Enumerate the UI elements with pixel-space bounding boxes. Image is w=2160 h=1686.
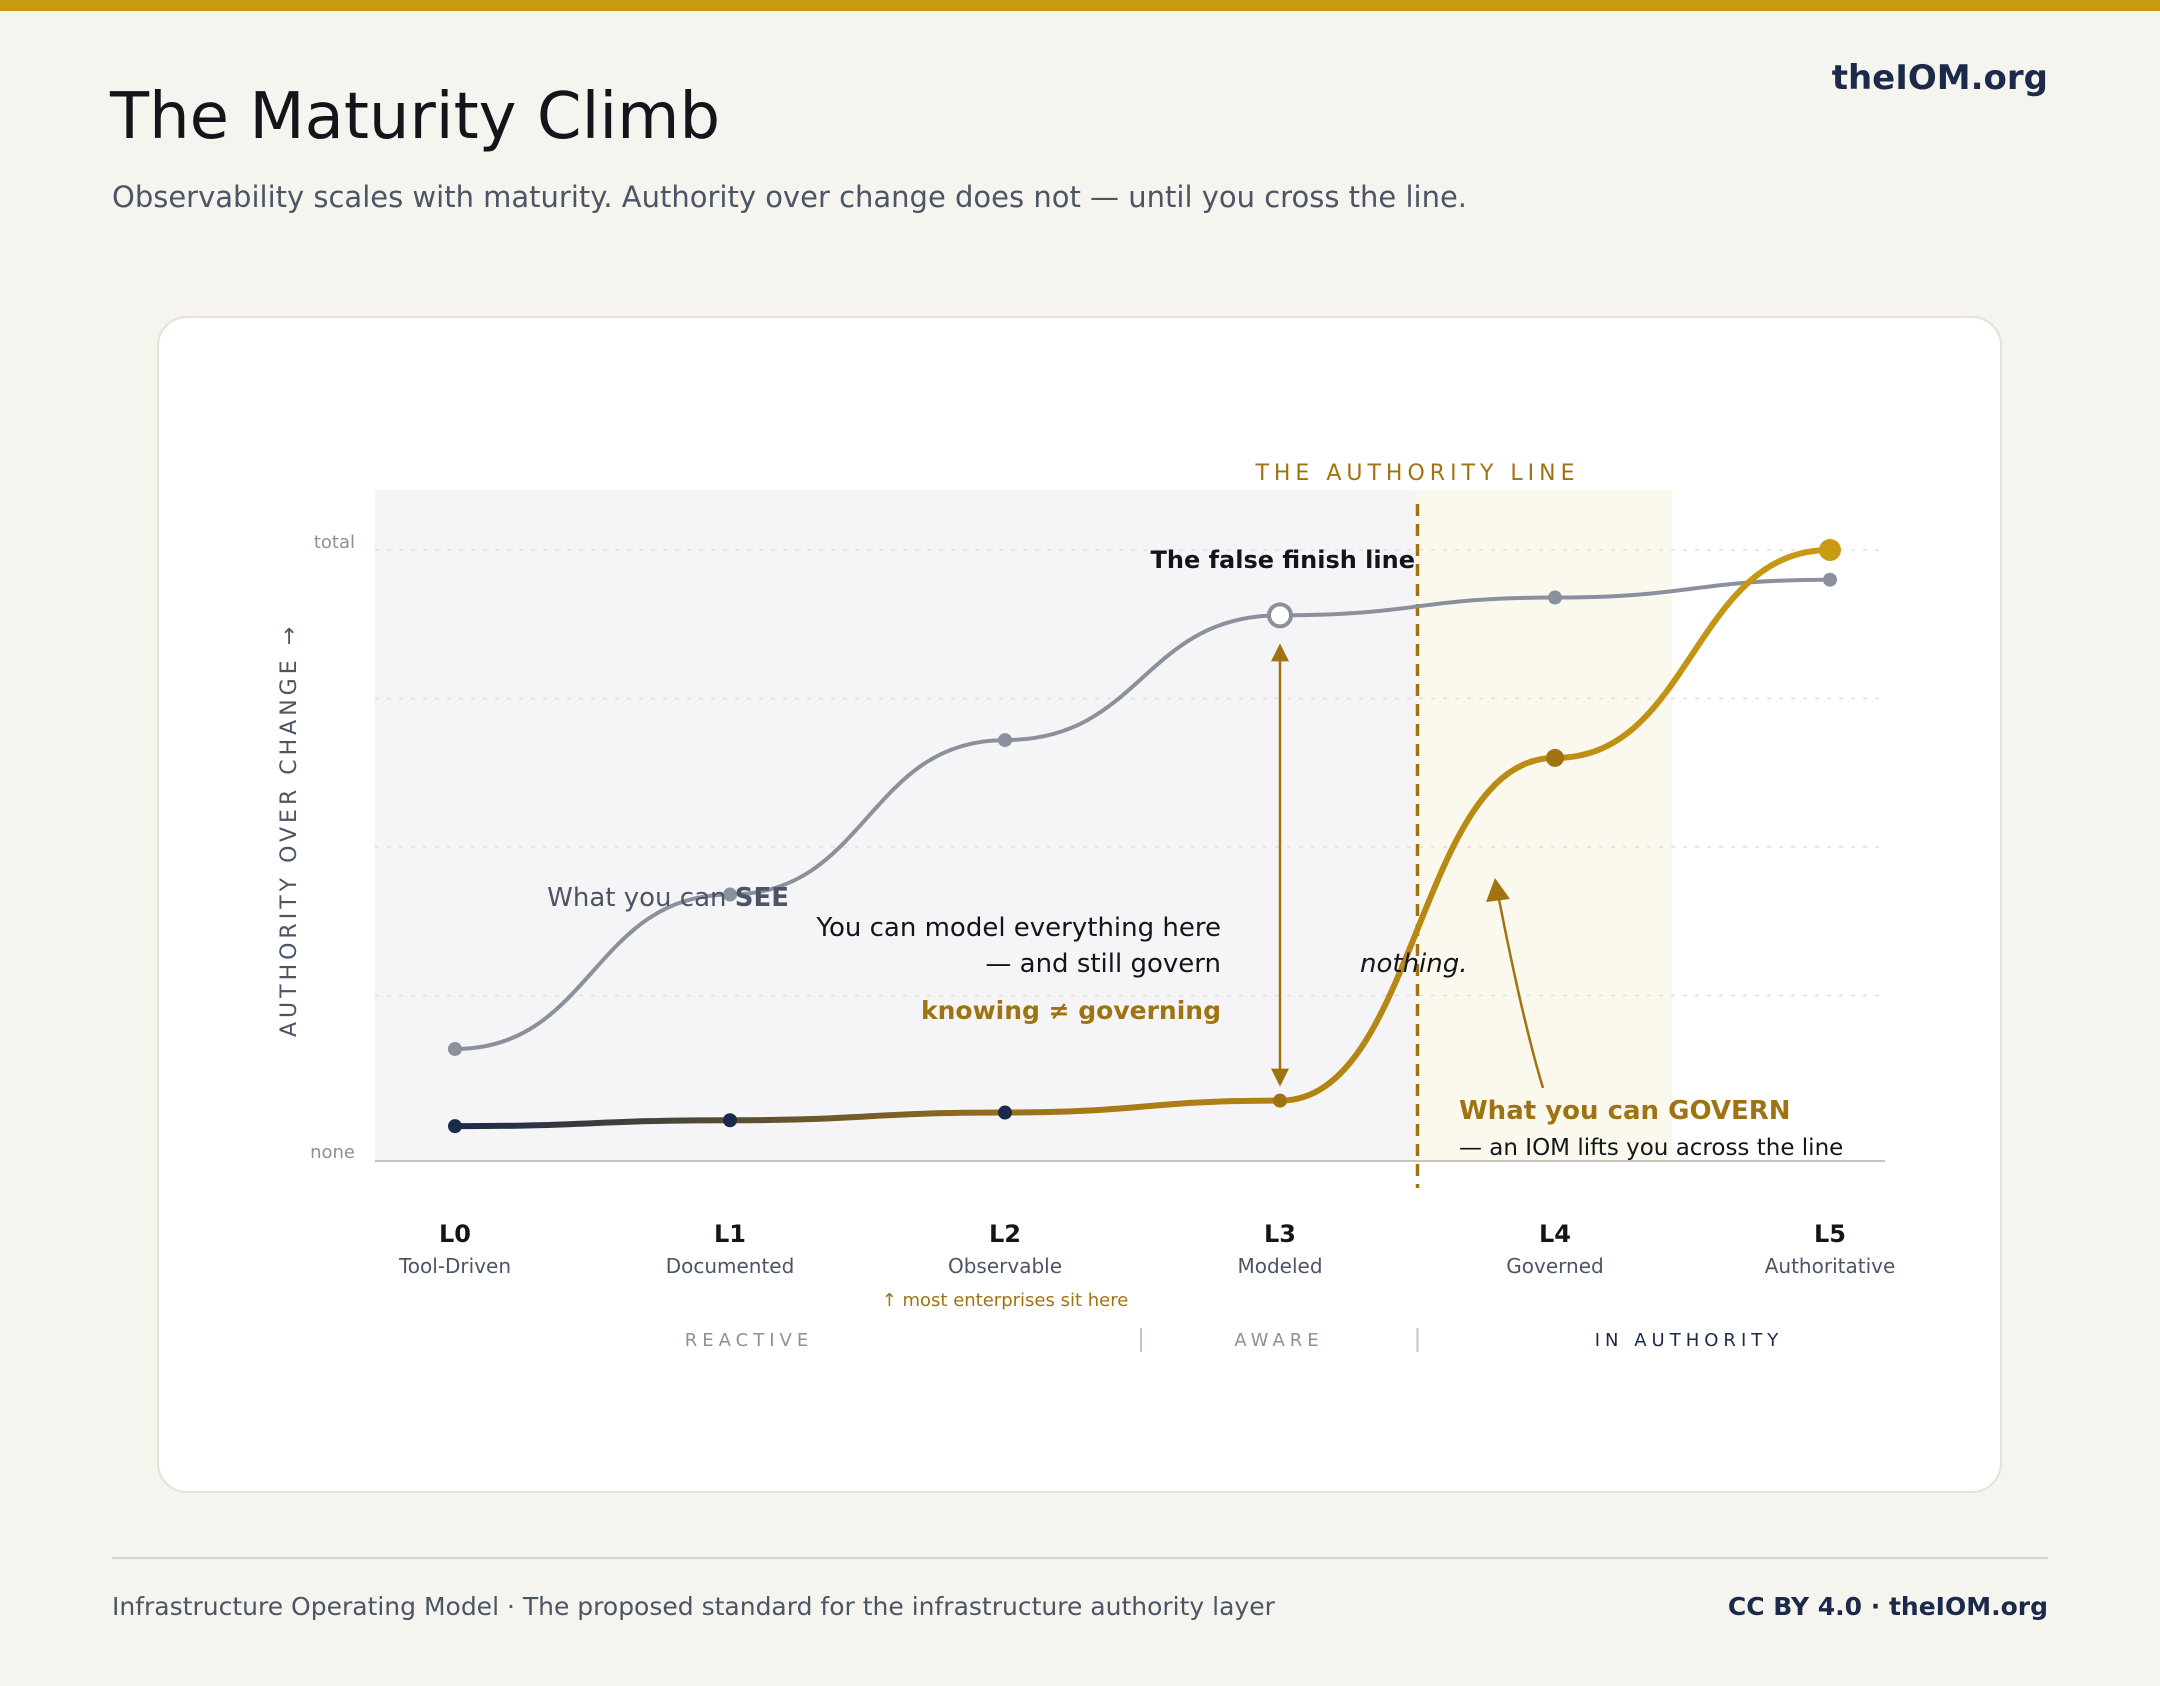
govern-pointer-arrow xyxy=(1496,893,1545,1089)
page-subtitle: Observability scales with maturity. Auth… xyxy=(112,180,1468,214)
x-tick-code-L1: L1 xyxy=(714,1220,746,1248)
point-see-L5 xyxy=(1823,572,1837,587)
series-label-see: What you can SEE xyxy=(547,883,789,913)
point-govern-L4 xyxy=(1546,748,1564,767)
footer-divider xyxy=(112,1557,2048,1559)
footer-description: Infrastructure Operating Model · The pro… xyxy=(112,1592,1275,1621)
authority-line-label: THE AUTHORITY LINE xyxy=(1254,461,1579,486)
knowing-not-governing: knowing ≠ governing xyxy=(921,996,1221,1025)
series-label-see-prefix: What you can xyxy=(547,883,735,913)
y-tick-total: total xyxy=(314,532,355,553)
x-tick-name-L0: Tool-Driven xyxy=(398,1254,511,1278)
x-tick-name-L2: Observable xyxy=(948,1254,1062,1278)
x-tick-name-L3: Modeled xyxy=(1237,1254,1322,1278)
y-tick-none: none xyxy=(310,1142,355,1163)
x-tick-code-L5: L5 xyxy=(1814,1220,1846,1248)
x-tick-name-L5: Authoritative xyxy=(1765,1254,1896,1278)
page-title: The Maturity Climb xyxy=(110,80,721,154)
band-label-0: REACTIVE xyxy=(685,1330,813,1351)
gap-arrow-head-down xyxy=(1271,1068,1289,1087)
series-label-govern-sub: — an IOM lifts you across the line xyxy=(1459,1135,1843,1161)
x-tick-name-L4: Governed xyxy=(1506,1254,1603,1278)
band-label-1: AWARE xyxy=(1234,1330,1323,1351)
x-tick-code-L4: L4 xyxy=(1539,1220,1571,1248)
point-see-L1 xyxy=(723,887,737,902)
series-line-see xyxy=(454,577,1831,1051)
point-see-L0 xyxy=(448,1041,462,1056)
nothing-annotation: nothing. xyxy=(1360,949,1468,979)
series-label-see-bold: SEE xyxy=(735,883,789,913)
false-finish-label: The false finish line xyxy=(1150,546,1415,574)
series-label-govern: What you can GOVERN xyxy=(1459,1096,1791,1126)
model-annotation-line1: You can model everything here xyxy=(816,913,1221,943)
y-axis-label: AUTHORITY OVER CHANGE → xyxy=(277,623,302,1037)
top-accent-bar xyxy=(0,0,2160,11)
x-tick-code-L2: L2 xyxy=(989,1220,1021,1248)
chart-card: THE AUTHORITY LINE total none AUTHORITY OVE… xyxy=(157,316,2002,1493)
x-tick-code-L0: L0 xyxy=(439,1220,471,1248)
maturity-chart: THE AUTHORITY LINE total none AUTHORITY OVE… xyxy=(277,461,1896,1352)
enterprises-annotation: ↑ most enterprises sit here xyxy=(882,1290,1129,1311)
footer-license-link[interactable]: CC BY 4.0 · theIOM.org xyxy=(1727,1592,2048,1621)
band-label-2: IN AUTHORITY xyxy=(1595,1330,1784,1351)
point-govern-L0 xyxy=(448,1119,462,1134)
point-govern-L2 xyxy=(998,1105,1012,1120)
model-annotation-line2: — and still govern xyxy=(985,949,1221,979)
plot-area-authority-zone xyxy=(1415,490,1672,1160)
brand-logo-text[interactable]: theIOM.org xyxy=(1831,58,2048,98)
point-govern-L3 xyxy=(1273,1093,1287,1108)
x-tick-name-L1: Documented xyxy=(666,1254,795,1278)
point-see-L2 xyxy=(998,733,1012,748)
point-govern-L5 xyxy=(1819,539,1841,561)
govern-pointer-arrow-head xyxy=(1486,878,1510,902)
point-govern-L1 xyxy=(723,1113,737,1128)
point-see-L4 xyxy=(1548,590,1562,605)
point-see-L3-hollow xyxy=(1267,602,1293,629)
x-tick-code-L3: L3 xyxy=(1264,1220,1296,1248)
gap-arrow-head-up xyxy=(1271,643,1289,662)
